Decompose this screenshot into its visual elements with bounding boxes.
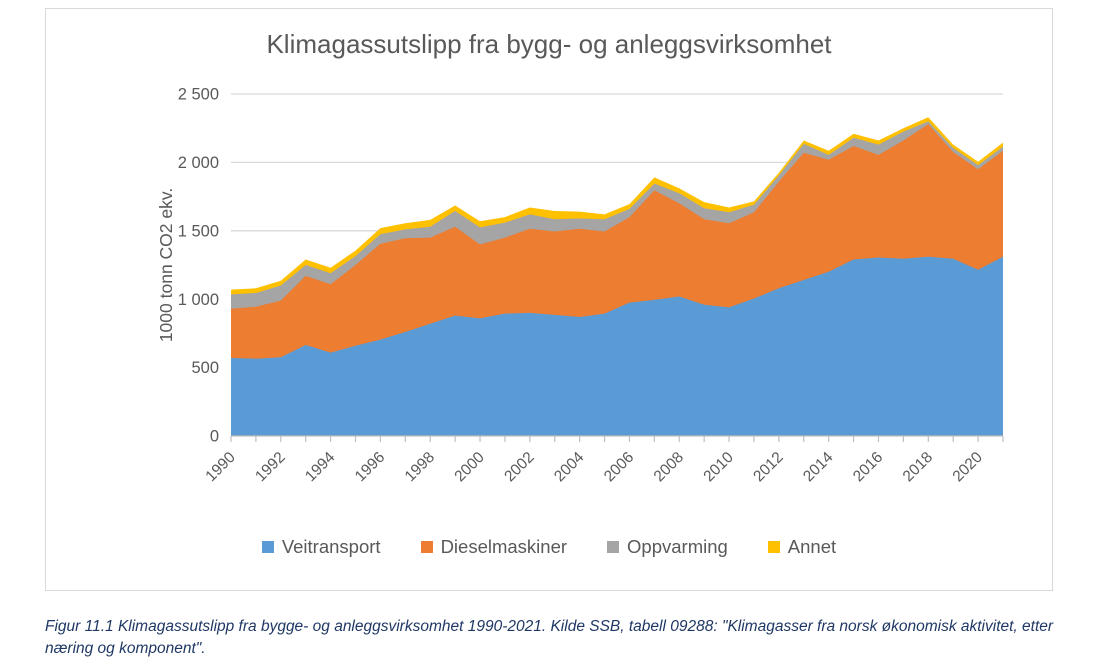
svg-text:2016: 2016 (850, 449, 886, 485)
svg-text:2008: 2008 (651, 449, 687, 485)
svg-text:2006: 2006 (601, 449, 637, 485)
chart-title: Klimagassutslipp fra bygg- og anleggsvir… (266, 29, 832, 59)
svg-text:2010: 2010 (700, 449, 737, 486)
legend-item-veitransport: Veitransport (261, 536, 381, 558)
svg-text:2004: 2004 (551, 449, 588, 486)
chart-legend: Veitransport Dieselmaskiner Oppvarming A… (46, 536, 1052, 558)
svg-text:1 000: 1 000 (178, 291, 219, 309)
svg-text:1992: 1992 (252, 449, 288, 485)
chart-render-target: 0 500 1 000 1 500 2 000 2 500 1990 1992 1994 1996… (178, 86, 1004, 486)
svg-text:1 500: 1 500 (178, 222, 219, 240)
veitransport-swatch-icon (261, 541, 274, 553)
oppvarming-swatch-icon (607, 541, 620, 553)
svg-text:2014: 2014 (800, 449, 837, 486)
svg-text:2002: 2002 (501, 449, 537, 485)
legend-label: Veitransport (281, 536, 381, 557)
svg-text:2 500: 2 500 (178, 86, 219, 104)
legend-item-oppvarming: Oppvarming (607, 536, 728, 558)
svg-text:1990: 1990 (202, 449, 239, 486)
svg-text:500: 500 (191, 359, 219, 377)
annet-swatch-icon (767, 541, 780, 553)
svg-text:2012: 2012 (750, 449, 786, 485)
svg-text:2020: 2020 (950, 449, 987, 486)
svg-text:1994: 1994 (302, 449, 339, 486)
chart-figure: Klimagassutslipp fra bygg- og anleggsvir… (45, 8, 1053, 591)
figure-caption: Figur 11.1 Klimagassutslipp fra bygge- o… (45, 618, 1054, 657)
svg-text:2000: 2000 (451, 449, 488, 486)
stacked-area-chart: 0 500 1 000 1 500 2 000 2 500 1990 1992 1994 1996… (156, 86, 1004, 486)
legend-label: Oppvarming (627, 536, 728, 557)
legend-item-annet: Annet (767, 536, 837, 558)
svg-text:0: 0 (210, 428, 219, 446)
svg-text:2 000: 2 000 (178, 154, 219, 172)
svg-text:2018: 2018 (900, 449, 936, 485)
legend-label: Dieselmaskiner (440, 536, 568, 557)
dieselmaskiner-swatch-icon (420, 541, 433, 553)
y-axis-title: 1000 tonn CO2 ekv. (156, 188, 176, 342)
legend-item-dieselmaskiner: Dieselmaskiner (420, 536, 568, 558)
svg-text:1996: 1996 (352, 449, 388, 485)
svg-text:1998: 1998 (402, 449, 438, 485)
legend-label: Annet (787, 536, 837, 557)
